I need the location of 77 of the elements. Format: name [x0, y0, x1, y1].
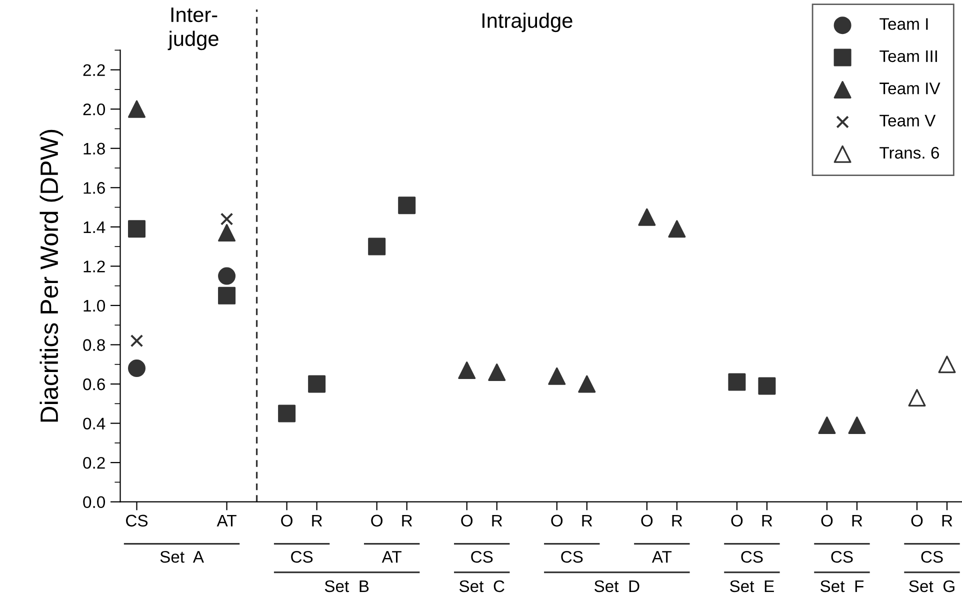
text: Set E: [730, 580, 774, 592]
text: CS: [471, 550, 493, 563]
y-tick-label: 2.0: [83, 103, 106, 116]
text: CS: [291, 550, 313, 563]
point: [278, 404, 296, 422]
text: CS: [921, 550, 943, 563]
point: [220, 212, 234, 226]
text: Set F: [820, 580, 864, 592]
text: Set C: [459, 580, 504, 592]
text: AT: [652, 551, 672, 563]
point: [130, 334, 144, 348]
y-tick-label: 1.2: [84, 260, 105, 272]
point: [218, 267, 236, 285]
legend-label: Trans. 6: [880, 146, 939, 159]
x-tick-label: O: [461, 514, 473, 527]
text: Intrajudge: [482, 12, 572, 32]
point: [218, 286, 236, 304]
y-tick-label: 0.2: [83, 456, 105, 469]
y-tick-label: 0.4: [83, 418, 106, 430]
x-tick-label: O: [911, 514, 923, 527]
x-tick-label: CS: [126, 514, 148, 527]
y-tick-label: 1.6: [84, 182, 105, 194]
y-tick-label: 0.0: [83, 496, 106, 508]
x-tick-label: O: [641, 514, 653, 527]
x-tick-label: R: [402, 514, 412, 526]
point: [128, 360, 146, 378]
x-tick-label: R: [762, 514, 772, 526]
point: [908, 389, 926, 407]
x-tick-label: AT: [216, 514, 236, 526]
point: [368, 238, 386, 256]
point: [398, 196, 416, 214]
point: [818, 416, 836, 434]
text: Set D: [594, 580, 640, 592]
y-tick-label: 1.4: [84, 221, 106, 233]
text: Set B: [324, 580, 369, 592]
point: [668, 220, 686, 238]
x-tick-label: R: [312, 514, 322, 526]
x-tick-label: O: [731, 514, 743, 527]
point: [128, 220, 146, 238]
point: [938, 356, 956, 374]
y-tick-label: 2.2: [83, 64, 105, 76]
point: [128, 100, 146, 118]
text: CS: [561, 550, 583, 563]
text: Set G: [909, 580, 954, 592]
legend-label: Team III: [880, 50, 937, 62]
point: [578, 375, 596, 393]
x-tick-label: R: [942, 514, 952, 526]
x-tick-label: R: [492, 514, 502, 526]
legend-label: Team V: [880, 114, 936, 127]
point: [218, 224, 236, 242]
x-tick-label: O: [281, 514, 292, 527]
annotation: Inter- judge: [168, 8, 218, 50]
text: CS: [831, 550, 853, 563]
point: [758, 377, 776, 395]
legend-label: Team I: [880, 18, 928, 30]
point: [848, 416, 866, 434]
point: [308, 375, 326, 393]
point: [548, 367, 566, 385]
point: [488, 363, 506, 381]
x-tick-label: R: [852, 514, 862, 526]
x-tick-label: R: [672, 514, 682, 526]
y-tick-label: 1.0: [84, 300, 106, 312]
y-tick-label: 1.8: [84, 142, 105, 155]
text: AT: [382, 551, 402, 563]
x-tick-label: O: [551, 514, 563, 527]
x-tick-label: O: [821, 514, 833, 527]
x-tick-label: R: [582, 514, 592, 526]
text: CS: [741, 550, 763, 563]
legend-label: Team IV: [880, 82, 940, 94]
y-tick-label: 0.6: [83, 378, 105, 390]
point: [728, 373, 746, 391]
y-axis-title: Diacritics Per Word (DPW): [40, 130, 64, 422]
y-tick-label: 0.8: [83, 339, 105, 351]
text: Set A: [160, 550, 204, 563]
point: [458, 362, 476, 380]
x-tick-label: O: [371, 514, 383, 527]
point: [638, 208, 656, 226]
